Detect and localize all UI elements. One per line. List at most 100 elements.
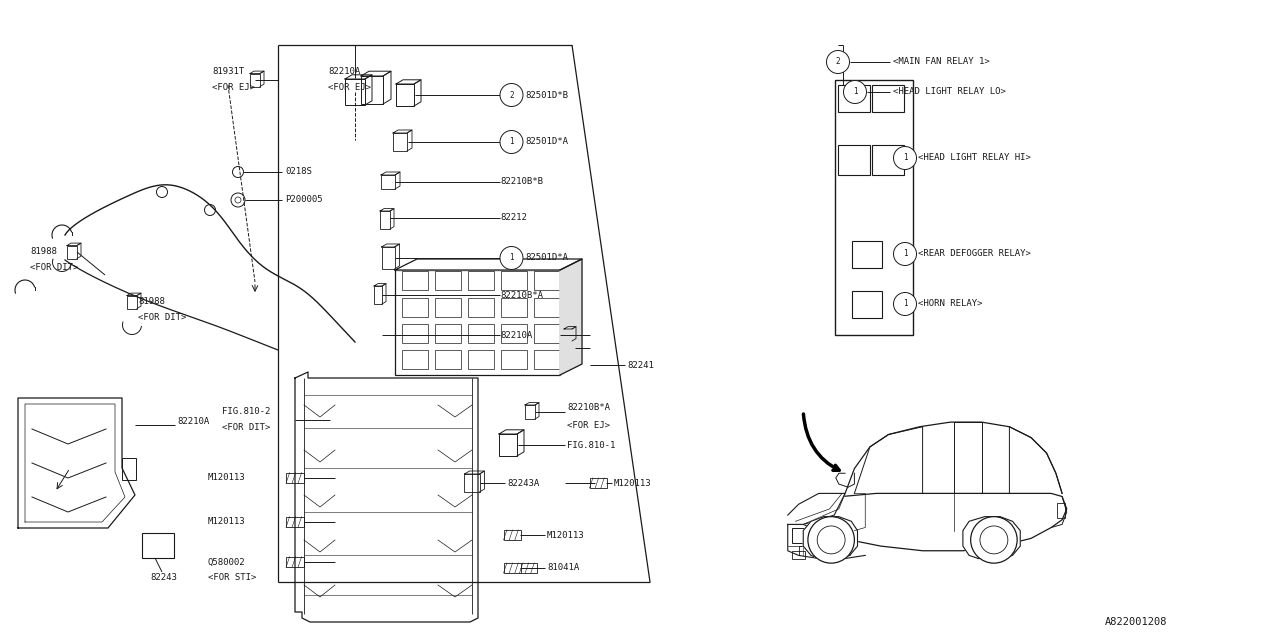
Text: 82212: 82212: [500, 214, 527, 223]
Bar: [500, 324, 527, 343]
Polygon shape: [561, 259, 582, 375]
Bar: [468, 271, 494, 291]
Circle shape: [893, 243, 916, 266]
Circle shape: [205, 205, 215, 216]
Bar: [838, 145, 870, 175]
Bar: [500, 271, 527, 291]
Text: M120113: M120113: [614, 479, 652, 488]
Bar: [393, 133, 407, 151]
Circle shape: [500, 246, 524, 269]
Bar: [534, 350, 559, 369]
Circle shape: [893, 147, 916, 170]
Bar: [402, 324, 428, 343]
Circle shape: [236, 197, 241, 203]
Text: 1: 1: [852, 88, 858, 97]
Bar: [381, 175, 396, 189]
Bar: [142, 533, 174, 558]
Bar: [435, 324, 461, 343]
Bar: [346, 79, 365, 105]
Circle shape: [156, 186, 168, 198]
Text: 82241: 82241: [627, 360, 654, 369]
Bar: [122, 458, 136, 480]
Text: 82210B*A: 82210B*A: [567, 403, 611, 413]
Bar: [396, 84, 413, 106]
Bar: [468, 350, 494, 369]
Bar: [67, 246, 77, 259]
Text: Q580002: Q580002: [207, 557, 246, 566]
Bar: [534, 271, 559, 291]
Text: 81988: 81988: [29, 248, 56, 257]
Bar: [465, 474, 480, 492]
Text: M120113: M120113: [207, 474, 246, 483]
Bar: [534, 324, 559, 343]
Bar: [792, 551, 805, 559]
Circle shape: [844, 81, 867, 104]
Bar: [792, 527, 812, 543]
Bar: [872, 85, 904, 112]
Text: 82501D*A: 82501D*A: [525, 253, 568, 262]
Text: <REAR DEFOGGER RELAY>: <REAR DEFOGGER RELAY>: [918, 250, 1030, 259]
Text: 1: 1: [902, 250, 908, 259]
Text: 82210B*B: 82210B*B: [500, 177, 543, 186]
Bar: [435, 350, 461, 369]
Text: 82243: 82243: [150, 573, 177, 582]
Circle shape: [827, 51, 850, 74]
Bar: [285, 472, 305, 483]
Bar: [503, 563, 521, 573]
Bar: [402, 298, 428, 317]
Text: <HORN RELAY>: <HORN RELAY>: [918, 300, 983, 308]
Text: 82501D*A: 82501D*A: [525, 138, 568, 147]
Text: <HEAD LIGHT RELAY HI>: <HEAD LIGHT RELAY HI>: [918, 154, 1030, 163]
Bar: [872, 145, 904, 175]
Text: 81988: 81988: [138, 298, 165, 307]
Text: M120113: M120113: [207, 518, 246, 527]
Text: 82243A: 82243A: [507, 479, 539, 488]
Text: 82210A: 82210A: [328, 67, 360, 77]
Bar: [590, 478, 607, 488]
Bar: [520, 563, 536, 573]
Bar: [361, 76, 383, 104]
Bar: [250, 74, 260, 86]
Circle shape: [817, 526, 845, 554]
Text: 82210A: 82210A: [500, 330, 532, 339]
Text: 1: 1: [902, 300, 908, 308]
Circle shape: [980, 526, 1007, 554]
Text: <HEAD LIGHT RELAY LO>: <HEAD LIGHT RELAY LO>: [893, 88, 1006, 97]
Text: 81931T: 81931T: [212, 67, 244, 77]
Text: <FOR EJ>: <FOR EJ>: [567, 422, 611, 431]
Circle shape: [808, 516, 855, 563]
Text: 2: 2: [836, 58, 840, 67]
Bar: [564, 329, 572, 341]
Bar: [1057, 502, 1065, 518]
Polygon shape: [804, 516, 858, 559]
Text: <FOR DIT>: <FOR DIT>: [138, 314, 187, 323]
Text: M120113: M120113: [547, 531, 585, 540]
Polygon shape: [963, 516, 1020, 559]
Bar: [396, 270, 561, 375]
Circle shape: [233, 166, 243, 177]
Text: <FOR DIT>: <FOR DIT>: [221, 424, 270, 433]
Text: 81041A: 81041A: [547, 563, 580, 573]
Circle shape: [500, 83, 524, 106]
Bar: [852, 291, 882, 318]
Circle shape: [230, 193, 244, 207]
Bar: [525, 405, 535, 419]
Bar: [402, 350, 428, 369]
Bar: [435, 298, 461, 317]
Bar: [285, 557, 305, 568]
Bar: [835, 80, 913, 335]
Circle shape: [893, 292, 916, 316]
Text: FIG.810-2: FIG.810-2: [221, 408, 270, 417]
Bar: [468, 298, 494, 317]
Bar: [381, 247, 394, 269]
Text: 82501D*B: 82501D*B: [525, 90, 568, 99]
Text: 82210B*A: 82210B*A: [500, 291, 543, 300]
Bar: [499, 434, 517, 456]
Text: <FOR STI>: <FOR STI>: [207, 573, 256, 582]
Bar: [374, 286, 381, 304]
Bar: [503, 530, 521, 540]
Text: A822001208: A822001208: [1105, 617, 1167, 627]
Bar: [852, 241, 882, 268]
Bar: [500, 298, 527, 317]
Text: 1: 1: [902, 154, 908, 163]
